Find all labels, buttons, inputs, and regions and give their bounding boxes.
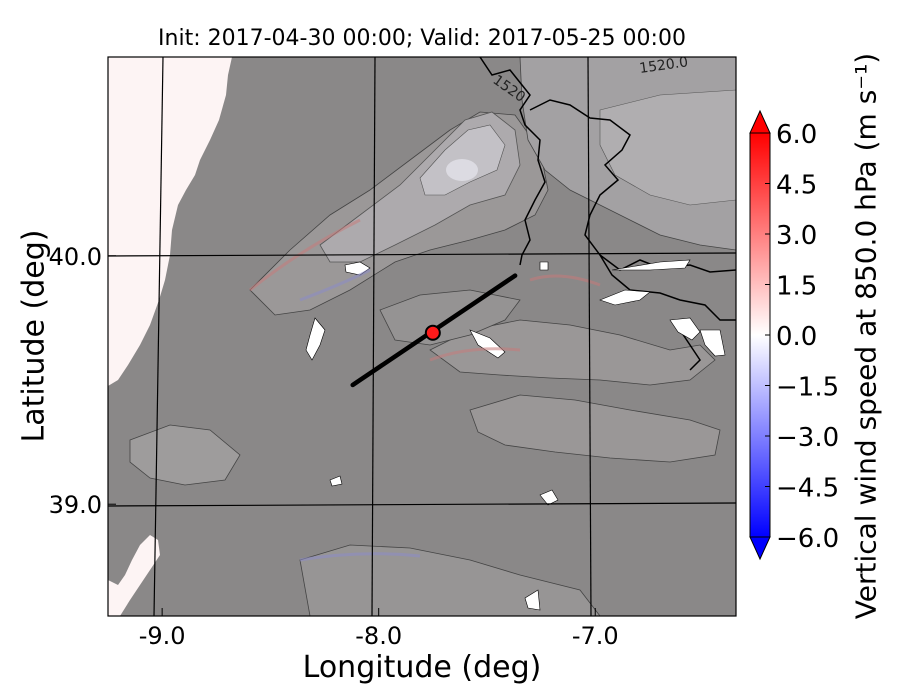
x-tick-label: -9.0: [139, 622, 186, 650]
x-tick-label: -8.0: [355, 622, 402, 650]
y-tick-label: 39.0: [49, 491, 102, 519]
colorbar: 6.0 4.5 3.0 1.5 0.0 −1.5 −3.0 −4.5 −6.0: [749, 109, 839, 561]
colorbar-tick-label: −6.0: [776, 524, 839, 554]
plot-frame: [107, 56, 737, 617]
elevation-band: [469, 394, 721, 463]
parallel-line: [107, 252, 737, 257]
y-axis-ticks: 40.0 39.0: [49, 243, 116, 519]
water-bodies: [305, 259, 726, 611]
colorbar-tick-label: −3.0: [776, 423, 839, 453]
updraft-anomaly: [529, 274, 601, 287]
ocean-area: [108, 57, 232, 386]
updraft-anomaly: [249, 218, 361, 292]
meridian-line: [587, 56, 592, 617]
x-axis-ticks: -9.0 -8.0 -7.0: [139, 608, 619, 650]
colorbar-extend-max: [749, 109, 771, 134]
colorbar-tick-label: 4.5: [776, 171, 817, 201]
y-tick-label: 40.0: [49, 243, 102, 271]
colorbar-tick-label: −4.5: [776, 474, 839, 504]
y-axis-label: Latitude (deg): [16, 229, 52, 443]
elevation-peak: [446, 159, 478, 181]
colorbar-ticks: 6.0 4.5 3.0 1.5 0.0 −1.5 −3.0 −4.5 −6.0: [765, 120, 839, 554]
colorbar-label: Vertical wind speed at 850.0 hPa (m s⁻¹): [849, 52, 883, 620]
x-axis-label: Longitude (deg): [302, 650, 542, 685]
meridian-line: [153, 56, 164, 617]
colorbar-tick-label: 0.0: [776, 322, 817, 352]
colorbar-extend-min: [749, 536, 771, 561]
downdraft-anomaly: [299, 268, 371, 302]
elevation-band: [599, 89, 736, 206]
ocean-area-south: [108, 535, 160, 616]
parallel-line: [107, 502, 737, 507]
downdraft-anomaly: [299, 552, 421, 562]
elevation-band: [429, 319, 716, 386]
grid-lines: [107, 56, 737, 617]
x-tick-label: -7.0: [572, 622, 619, 650]
vertical-velocity-anomalies: [249, 218, 601, 562]
chart-title: Init: 2017-04-30 00:00; Valid: 2017-05-2…: [158, 26, 686, 51]
elevation-band: [129, 424, 241, 486]
plot-area: 1520 1520.0: [108, 57, 736, 616]
updraft-anomaly: [429, 347, 521, 362]
meridian-line: [371, 56, 376, 617]
location-marker: [424, 324, 441, 341]
colorbar-tick-label: −1.5: [776, 373, 839, 403]
colorbar-tick-label: 6.0: [776, 120, 817, 150]
colorbar-tick-label: 3.0: [776, 221, 817, 251]
colorbar-tick-label: 1.5: [776, 272, 817, 302]
